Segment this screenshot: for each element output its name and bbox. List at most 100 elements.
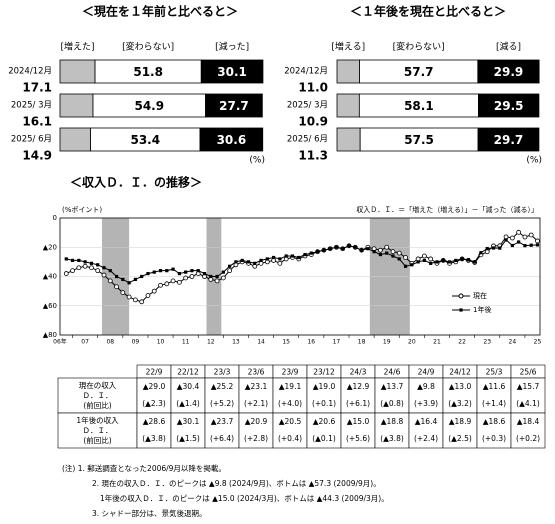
value-label: 11.0	[298, 81, 328, 95]
cell-change: (▲0.1)	[312, 434, 336, 443]
point	[209, 274, 213, 279]
cell-change: (+3.9)	[414, 399, 438, 408]
bar-segment	[477, 59, 540, 84]
series-line	[66, 231, 538, 303]
cell-value: ▲19.0	[313, 382, 336, 391]
bar-segment	[59, 59, 96, 84]
point	[303, 252, 307, 257]
cell-value: ▲18.9	[449, 417, 472, 426]
row-header-cell	[57, 412, 138, 449]
point	[158, 282, 163, 288]
cell	[272, 412, 308, 449]
header-label: 25/3	[486, 368, 503, 377]
x-tick-label: 15	[282, 339, 290, 346]
point	[397, 257, 401, 261]
legend-label: [変わらない]	[393, 41, 445, 53]
cell	[204, 412, 240, 449]
header-label: 24/12	[449, 368, 471, 377]
legend-label: [減る]	[496, 41, 521, 53]
cell	[476, 412, 512, 449]
point	[529, 243, 533, 247]
point	[447, 260, 452, 264]
cell-change: (+4.0)	[278, 399, 302, 408]
point	[151, 288, 157, 294]
cell-change: (▲1.4)	[176, 399, 200, 408]
point	[184, 270, 188, 274]
cell-change: (+0.3)	[482, 434, 506, 443]
cell-value: ▲15.0	[347, 417, 370, 426]
cell-value: ▲18.4	[517, 417, 540, 426]
cell-value: ▲9.8	[417, 382, 435, 391]
point	[202, 271, 207, 276]
point	[227, 268, 233, 274]
point	[214, 278, 220, 284]
point	[516, 229, 522, 235]
point	[108, 269, 112, 273]
note: (注) 1. 郵送調査となった2006/9月以降を掲載。	[62, 463, 226, 473]
header-label: 24/6	[384, 368, 401, 377]
y-tick-label: ▲20	[43, 243, 57, 251]
value-label: 16.1	[22, 115, 52, 129]
cell-value: ▲20.6	[313, 417, 336, 426]
x-tick-label: 08	[106, 339, 114, 346]
point	[89, 261, 94, 265]
cell-value: ▲18.6	[483, 417, 506, 426]
point	[259, 258, 263, 263]
point	[95, 268, 101, 274]
header-label: 24/9	[418, 368, 435, 377]
point	[145, 293, 151, 298]
cell	[408, 377, 444, 414]
legend-label: [変わらない]	[122, 41, 174, 53]
cell-value: ▲23.7	[211, 417, 234, 426]
point	[220, 275, 226, 281]
cell-change: (+6.1)	[346, 399, 370, 408]
point	[278, 257, 282, 261]
bar-segment	[478, 93, 540, 118]
cell	[272, 377, 308, 414]
header-label: 23/3	[214, 368, 231, 377]
row-header: 現在の収入	[79, 380, 117, 390]
point	[152, 270, 156, 274]
point	[504, 238, 508, 242]
point	[272, 255, 276, 260]
bar-segment	[199, 127, 264, 152]
value-label: 29.5	[494, 99, 524, 113]
row-header: Ｄ．Ｉ．	[83, 391, 113, 400]
point	[359, 248, 364, 252]
bar-segment	[477, 127, 540, 152]
cell-change: (▲3.8)	[142, 434, 166, 443]
point	[328, 247, 332, 251]
point	[484, 249, 490, 255]
point	[479, 251, 483, 255]
point	[523, 244, 527, 248]
unit-label: (%)	[249, 156, 265, 166]
point	[535, 243, 540, 247]
header-label: 23/12	[313, 368, 335, 377]
row-header: (前回比)	[83, 400, 111, 410]
point	[473, 260, 477, 264]
series-line	[66, 239, 538, 284]
point	[396, 250, 402, 256]
point	[126, 294, 132, 300]
cell-change: (+0.4)	[278, 434, 302, 443]
cell-value: ▲20.5	[279, 417, 302, 426]
legend-marker	[458, 293, 464, 299]
cell-value: ▲19.1	[279, 382, 302, 391]
cell-change: (▲0.8)	[380, 399, 404, 408]
cell	[374, 377, 410, 414]
y-tick-label: ▲60	[43, 302, 57, 310]
point	[485, 246, 489, 251]
x-tick-label: 25	[534, 339, 542, 346]
value-label: 57.5	[404, 133, 434, 147]
point	[422, 258, 426, 263]
point	[315, 250, 320, 254]
point	[510, 243, 514, 248]
x-tick-label: 12	[207, 339, 215, 346]
cell-value: ▲28.6	[143, 417, 166, 426]
cell-change: (▲3.2)	[448, 399, 472, 408]
cell	[170, 412, 206, 449]
x-tick-label: 10	[157, 339, 165, 346]
cell-value: ▲29.0	[143, 382, 166, 391]
point	[158, 269, 163, 273]
x-tick-label: 06年	[53, 338, 67, 346]
